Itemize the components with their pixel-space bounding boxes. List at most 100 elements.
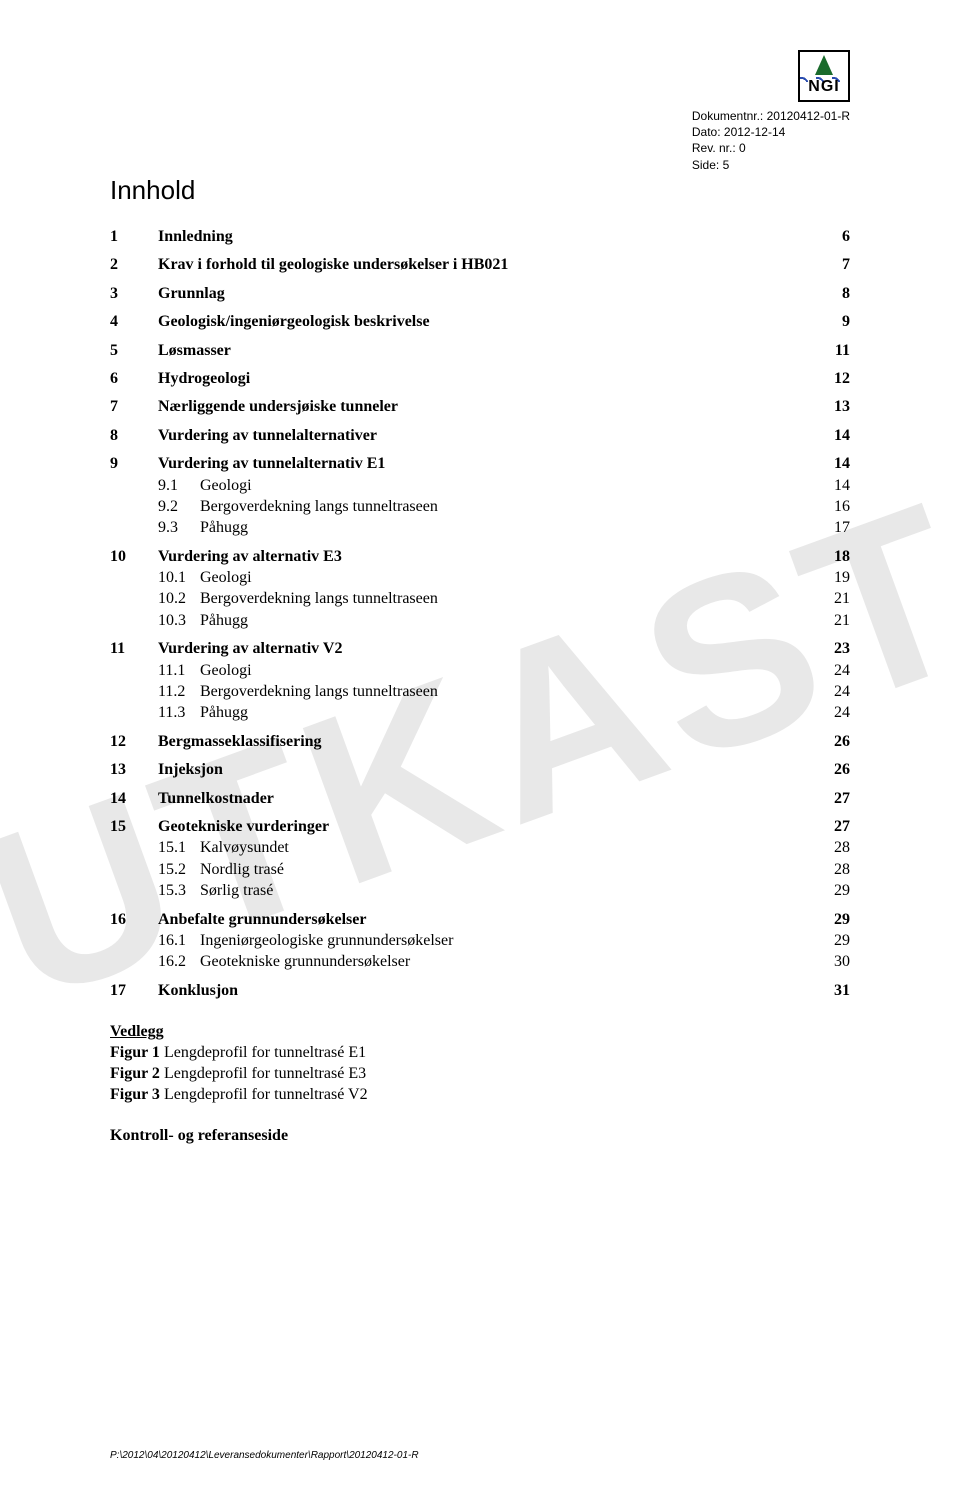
toc-number: 2	[110, 256, 158, 274]
toc-row: 11.2Bergoverdekning langs tunneltraseen2…	[158, 683, 850, 701]
toc-number: 15.3	[158, 882, 200, 900]
toc-page: 29	[810, 911, 850, 929]
toc-number: 9.3	[158, 519, 200, 537]
date-value: 2012-12-14	[724, 125, 785, 139]
page-title: Innhold	[110, 175, 850, 206]
toc-number: 4	[110, 313, 158, 331]
toc-page: 29	[810, 932, 850, 950]
toc-number: 12	[110, 733, 158, 751]
toc-page: 24	[810, 704, 850, 722]
toc-number: 11.1	[158, 662, 200, 680]
toc-row: 15.1Kalvøysundet28	[158, 839, 850, 857]
toc-number: 9.1	[158, 477, 200, 495]
toc-number: 13	[110, 761, 158, 779]
toc-label: Vurdering av tunnelalternativer	[158, 427, 810, 445]
toc-page: 19	[810, 569, 850, 587]
toc-row: 16.1Ingeniørgeologiske grunnundersøkelse…	[158, 932, 850, 950]
toc-page: 8	[810, 285, 850, 303]
toc-label: Hydrogeologi	[158, 370, 810, 388]
toc-row: 11Vurdering av alternativ V223	[110, 640, 850, 658]
toc-row: 6Hydrogeologi12	[110, 370, 850, 388]
vedlegg-list: Figur 1 Lengdeprofil for tunneltrasé E1F…	[110, 1043, 850, 1105]
toc-page: 27	[810, 790, 850, 808]
toc-page: 21	[810, 612, 850, 630]
toc-row: 10.2Bergoverdekning langs tunneltraseen2…	[158, 590, 850, 608]
toc-page: 14	[810, 477, 850, 495]
toc-row: 11.1Geologi24	[158, 662, 850, 680]
toc-label: Bergoverdekning langs tunneltraseen	[200, 590, 810, 608]
toc-number: 3	[110, 285, 158, 303]
toc-page: 14	[810, 427, 850, 445]
toc-number: 14	[110, 790, 158, 808]
rev-label: Rev. nr.:	[692, 141, 736, 155]
date-label: Dato:	[692, 125, 721, 139]
toc-number: 1	[110, 228, 158, 246]
toc-number: 10.1	[158, 569, 200, 587]
toc-label: Bergoverdekning langs tunneltraseen	[200, 683, 810, 701]
logo-text: NGI	[800, 76, 848, 98]
side-line: Side: 5	[692, 157, 850, 173]
toc-number: 15.2	[158, 861, 200, 879]
toc-row: 11.3Påhugg24	[158, 704, 850, 722]
toc-label: Påhugg	[200, 612, 810, 630]
toc-row: 12Bergmasseklassifisering26	[110, 733, 850, 751]
vedlegg-item: Figur 1 Lengdeprofil for tunneltrasé E1	[110, 1043, 850, 1064]
toc-page: 18	[810, 548, 850, 566]
vedlegg-item: Figur 2 Lengdeprofil for tunneltrasé E3	[110, 1064, 850, 1085]
doc-nr-line: Dokumentnr.: 20120412-01-R	[692, 108, 850, 124]
toc-row: 1Innledning6	[110, 228, 850, 246]
toc-number: 10.2	[158, 590, 200, 608]
toc-number: 15.1	[158, 839, 200, 857]
toc-page: 23	[810, 640, 850, 658]
toc-page: 24	[810, 662, 850, 680]
toc-row: 16Anbefalte grunnundersøkelser29	[110, 911, 850, 929]
toc-row: 10Vurdering av alternativ E318	[110, 548, 850, 566]
toc-page: 7	[810, 256, 850, 274]
rev-line: Rev. nr.: 0	[692, 140, 850, 156]
toc-label: Tunnelkostnader	[158, 790, 810, 808]
toc-row: 10.3Påhugg21	[158, 612, 850, 630]
toc-page: 6	[810, 228, 850, 246]
toc-row: 15.3Sørlig trasé29	[158, 882, 850, 900]
toc-page: 17	[810, 519, 850, 537]
toc-number: 11.2	[158, 683, 200, 701]
toc-page: 30	[810, 953, 850, 971]
toc-row: 2Krav i forhold til geologiske undersøke…	[110, 256, 850, 274]
page: NGI Dokumentnr.: 20120412-01-R Dato: 201…	[0, 0, 960, 1185]
footer-path: P:\2012\04\20120412\Leveransedokumenter\…	[110, 1450, 419, 1461]
toc-label: Geotekniske grunnundersøkelser	[200, 953, 810, 971]
table-of-contents: 1Innledning62Krav i forhold til geologis…	[110, 228, 850, 1000]
toc-label: Nordlig trasé	[200, 861, 810, 879]
toc-label: Påhugg	[200, 519, 810, 537]
toc-row: 15.2Nordlig trasé28	[158, 861, 850, 879]
toc-label: Geologi	[200, 477, 810, 495]
toc-number: 11	[110, 640, 158, 658]
toc-label: Injeksjon	[158, 761, 810, 779]
header-block: NGI Dokumentnr.: 20120412-01-R Dato: 201…	[692, 50, 850, 173]
toc-page: 29	[810, 882, 850, 900]
toc-page: 26	[810, 761, 850, 779]
toc-number: 17	[110, 982, 158, 1000]
toc-page: 24	[810, 683, 850, 701]
toc-label: Kalvøysundet	[200, 839, 810, 857]
vedlegg-item-label: Figur 3	[110, 1086, 164, 1103]
toc-page: 26	[810, 733, 850, 751]
toc-row: 17Konklusjon31	[110, 982, 850, 1000]
toc-label: Konklusjon	[158, 982, 810, 1000]
kontroll-line: Kontroll- og referanseside	[110, 1127, 850, 1145]
toc-row: 9.2Bergoverdekning langs tunneltraseen16	[158, 498, 850, 516]
toc-number: 16	[110, 911, 158, 929]
toc-label: Anbefalte grunnundersøkelser	[158, 911, 810, 929]
toc-number: 9	[110, 455, 158, 473]
side-value: 5	[723, 158, 730, 172]
toc-label: Krav i forhold til geologiske undersøkel…	[158, 256, 810, 274]
toc-row: 16.2Geotekniske grunnundersøkelser30	[158, 953, 850, 971]
toc-row: 13Injeksjon26	[110, 761, 850, 779]
toc-number: 10.3	[158, 612, 200, 630]
toc-label: Innledning	[158, 228, 810, 246]
vedlegg-item-label: Figur 1	[110, 1044, 164, 1061]
toc-number: 6	[110, 370, 158, 388]
vedlegg-item-text: Lengdeprofil for tunneltrasé V2	[164, 1086, 368, 1103]
vedlegg-title: Vedlegg	[110, 1022, 850, 1043]
rev-value: 0	[739, 141, 746, 155]
